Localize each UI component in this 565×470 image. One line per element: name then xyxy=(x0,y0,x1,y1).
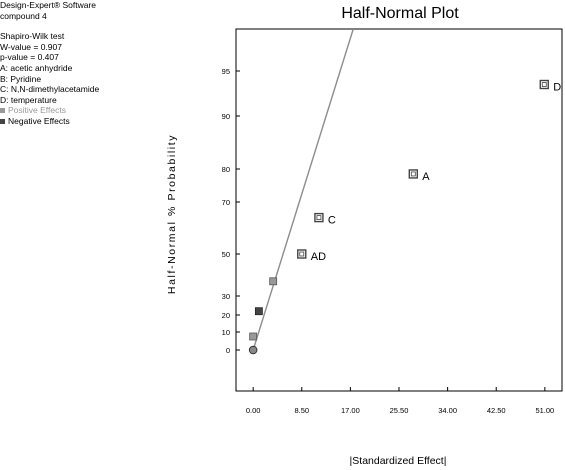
effect-point-inner-d xyxy=(541,82,547,87)
x-tick-label: 0.00 xyxy=(246,406,261,415)
reference-line xyxy=(252,29,354,351)
effect-label-c: C xyxy=(328,215,336,227)
effect-label-ad: AD xyxy=(311,251,326,263)
legend-positive-label: Positive Effects xyxy=(8,105,66,116)
y-tick-label: 0 xyxy=(226,346,230,355)
effect-point-ad xyxy=(297,249,307,259)
y-tick-label: 80 xyxy=(222,165,230,174)
factor-d: D: temperature xyxy=(0,94,57,105)
positive-effect-point xyxy=(269,277,278,286)
origin-point xyxy=(248,345,258,355)
effect-point-d xyxy=(539,79,549,90)
y-tick-label: 70 xyxy=(222,198,230,207)
chart-title: Half-Normal Plot xyxy=(341,5,459,22)
legend-negative-label: Negative Effects xyxy=(8,115,70,126)
factor-c: C: N,N-dimethylacetamide xyxy=(0,84,100,95)
x-tick-label: 17.00 xyxy=(341,406,360,415)
positive-effect-point xyxy=(249,332,258,341)
y-tick-label: 50 xyxy=(222,250,230,259)
x-tick-label: 34.00 xyxy=(438,406,457,415)
y-tick-label: 95 xyxy=(222,67,230,76)
legend-negative: Negative Effects xyxy=(0,116,99,127)
legend-negative-swatch xyxy=(0,118,5,124)
effect-point-inner-a xyxy=(410,171,416,177)
effect-point-inner-ad xyxy=(299,251,305,257)
p-value: p-value = 0.407 xyxy=(0,52,59,63)
factor-a: A: acetic anhydride xyxy=(0,62,73,73)
effect-label-a: A xyxy=(422,171,430,183)
x-tick-label: 51.00 xyxy=(535,406,554,415)
legend-positive-swatch xyxy=(0,108,5,114)
plot-frame xyxy=(235,28,563,392)
negative-effect-point xyxy=(254,307,263,316)
software-name: Design-Expert® Software xyxy=(0,0,97,10)
effect-label-d: D xyxy=(553,82,561,94)
test-name: Shapiro-Wilk test xyxy=(0,31,65,42)
x-tick-label: 25.50 xyxy=(390,406,409,415)
factor-b: B: Pyridine xyxy=(0,73,42,84)
legend-positive: Positive Effects xyxy=(0,105,99,116)
response-name: compound 4 xyxy=(0,10,47,21)
y-tick-label: 30 xyxy=(222,292,230,301)
x-tick-label: 42.50 xyxy=(487,406,506,415)
y-tick-label: 20 xyxy=(222,311,230,320)
y-tick-label: 10 xyxy=(222,328,230,337)
effect-point-c xyxy=(314,212,324,223)
x-axis-label: |Standardized Effect| xyxy=(349,455,447,467)
effect-point-inner-c xyxy=(316,215,322,221)
x-tick-label: 8.50 xyxy=(294,406,309,415)
y-tick-label: 90 xyxy=(222,112,230,121)
effect-point-a xyxy=(408,169,418,179)
info-panel: Design-Expert® Software compound 4 Shapi… xyxy=(0,0,99,127)
w-value: W-value = 0.907 xyxy=(0,41,62,52)
